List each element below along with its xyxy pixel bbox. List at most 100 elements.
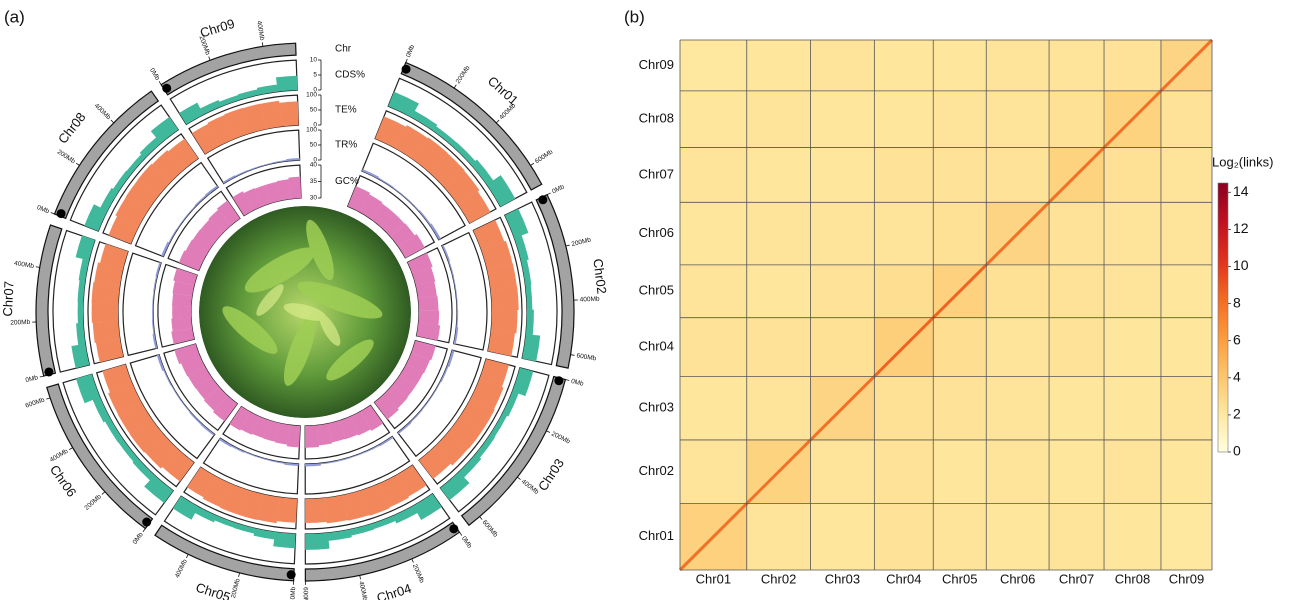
mb-tick-label: 600Mb — [576, 352, 597, 362]
heatmap-cell — [986, 265, 1049, 318]
mb-tick — [186, 554, 188, 558]
heatmap-cell — [986, 376, 1049, 440]
heatmap-cell — [933, 40, 986, 91]
track-tick-label: 100 — [306, 92, 317, 99]
track-bar — [418, 311, 439, 326]
figure: (a) (b) 0Mb200Mb400Mb600MbChr010Mb200Mb4… — [0, 0, 1300, 600]
chromosome-label: Chr02 — [590, 258, 609, 295]
colorbar-title: Log₂(links) — [1212, 154, 1273, 169]
mb-tick — [209, 57, 210, 61]
mb-tick-label: 0Mb — [25, 374, 39, 384]
heatmap-cell — [933, 318, 986, 377]
mb-tick — [406, 59, 407, 63]
heatmap-cell — [680, 148, 747, 203]
heatmap-cell — [680, 202, 747, 265]
heatmap-cell — [811, 504, 875, 570]
mb-tick-label: 200Mb — [411, 563, 425, 584]
heatmap-cell — [1161, 202, 1212, 265]
track-tick-label: 10 — [310, 57, 318, 64]
colorbar-tick-label: 12 — [1233, 220, 1249, 236]
heatmap-cell — [811, 91, 875, 148]
mb-tick-label: 0Mb — [405, 44, 416, 59]
mb-tick — [360, 575, 361, 579]
mb-tick-label: 0Mb — [148, 67, 161, 82]
chromosome-cap — [162, 84, 171, 93]
mb-tick-label: 0Mb — [36, 204, 51, 215]
track-bar — [96, 339, 123, 362]
panel-label: (a) — [4, 7, 25, 26]
heatmap-cell — [874, 91, 933, 148]
x-tick-label: Chr01 — [696, 571, 731, 586]
heatmap-cell — [986, 91, 1049, 148]
track-bar — [491, 286, 519, 310]
heatmap-cell — [680, 440, 747, 504]
mb-tick-label: 600Mb — [534, 148, 555, 165]
heatmap-cell — [874, 148, 933, 203]
mb-tick-label: 400Mb — [174, 558, 189, 579]
mb-tick — [46, 398, 50, 399]
track-bar — [305, 498, 327, 523]
mb-tick-label: 200Mb — [230, 578, 242, 599]
track-tick-label: 50 — [310, 142, 318, 149]
mb-tick-label: 0Mb — [570, 378, 584, 388]
x-tick-label: Chr03 — [825, 571, 860, 586]
heatmap-cell — [747, 376, 811, 440]
heatmap-cell — [811, 40, 875, 91]
mb-tick-label: 200Mb — [56, 149, 77, 166]
chromosome-label: Chr06 — [47, 462, 80, 500]
chromosome-label: Chr09 — [198, 16, 236, 41]
chromosome-cap — [538, 195, 547, 204]
mb-tick — [531, 163, 534, 165]
heatmap-cell — [680, 265, 747, 318]
track-label: CDS% — [335, 70, 365, 81]
mb-tick — [40, 376, 44, 377]
heatmap-cell — [811, 440, 875, 504]
heatmap-cell — [1049, 440, 1104, 504]
mb-tick-label: 600Mb — [302, 587, 309, 600]
heatmap-cell — [1104, 265, 1161, 318]
track-tick-label: 50 — [310, 107, 318, 114]
heatmap-cell — [747, 91, 811, 148]
mb-tick — [102, 492, 105, 495]
chromosome-cap — [287, 570, 296, 579]
heatmap-cell — [811, 202, 875, 265]
track-bar — [277, 497, 297, 523]
mb-tick — [460, 532, 462, 535]
heatmap-cell — [1161, 265, 1212, 318]
y-tick-label: Chr02 — [639, 463, 674, 478]
mb-tick — [143, 529, 145, 532]
mb-tick-label: 400Mb — [255, 20, 265, 41]
heatmap-cell — [1161, 440, 1212, 504]
mb-tick — [159, 81, 161, 84]
heatmap-cell — [986, 148, 1049, 203]
chromosome-label: Chr05 — [194, 580, 232, 600]
mb-tick — [565, 380, 569, 381]
colorbar-tick-label: 8 — [1233, 294, 1241, 310]
y-tick-label: Chr08 — [639, 111, 674, 126]
heatmap-cell — [874, 440, 933, 504]
track-label: Chr — [335, 44, 352, 55]
mb-tick — [76, 163, 79, 165]
mb-tick — [412, 559, 414, 563]
mb-tick-label: 200Mb — [550, 430, 571, 445]
heatmap-cell — [811, 318, 875, 377]
mb-tick — [480, 517, 483, 520]
chromosome-cap — [402, 65, 411, 74]
track-bar — [305, 425, 319, 447]
track-tick-label: 40 — [310, 162, 318, 169]
chromosome-label: Chr03 — [535, 456, 567, 494]
track-bar — [273, 532, 295, 548]
heatmap-cell — [933, 504, 986, 570]
heatmap-cell — [933, 148, 986, 203]
mb-tick — [51, 213, 55, 214]
mb-tick — [517, 477, 520, 479]
mb-tick — [571, 355, 575, 356]
heatmap-cell — [1104, 376, 1161, 440]
heatmap-cell — [1104, 202, 1161, 265]
heatmap-cell — [747, 40, 811, 91]
y-tick-label: Chr07 — [639, 166, 674, 181]
chromosome-cap — [142, 518, 151, 527]
mb-tick-label: 0Mb — [132, 531, 145, 546]
track-tick-label: 100 — [306, 127, 317, 134]
heatmap-cell — [1049, 91, 1104, 148]
